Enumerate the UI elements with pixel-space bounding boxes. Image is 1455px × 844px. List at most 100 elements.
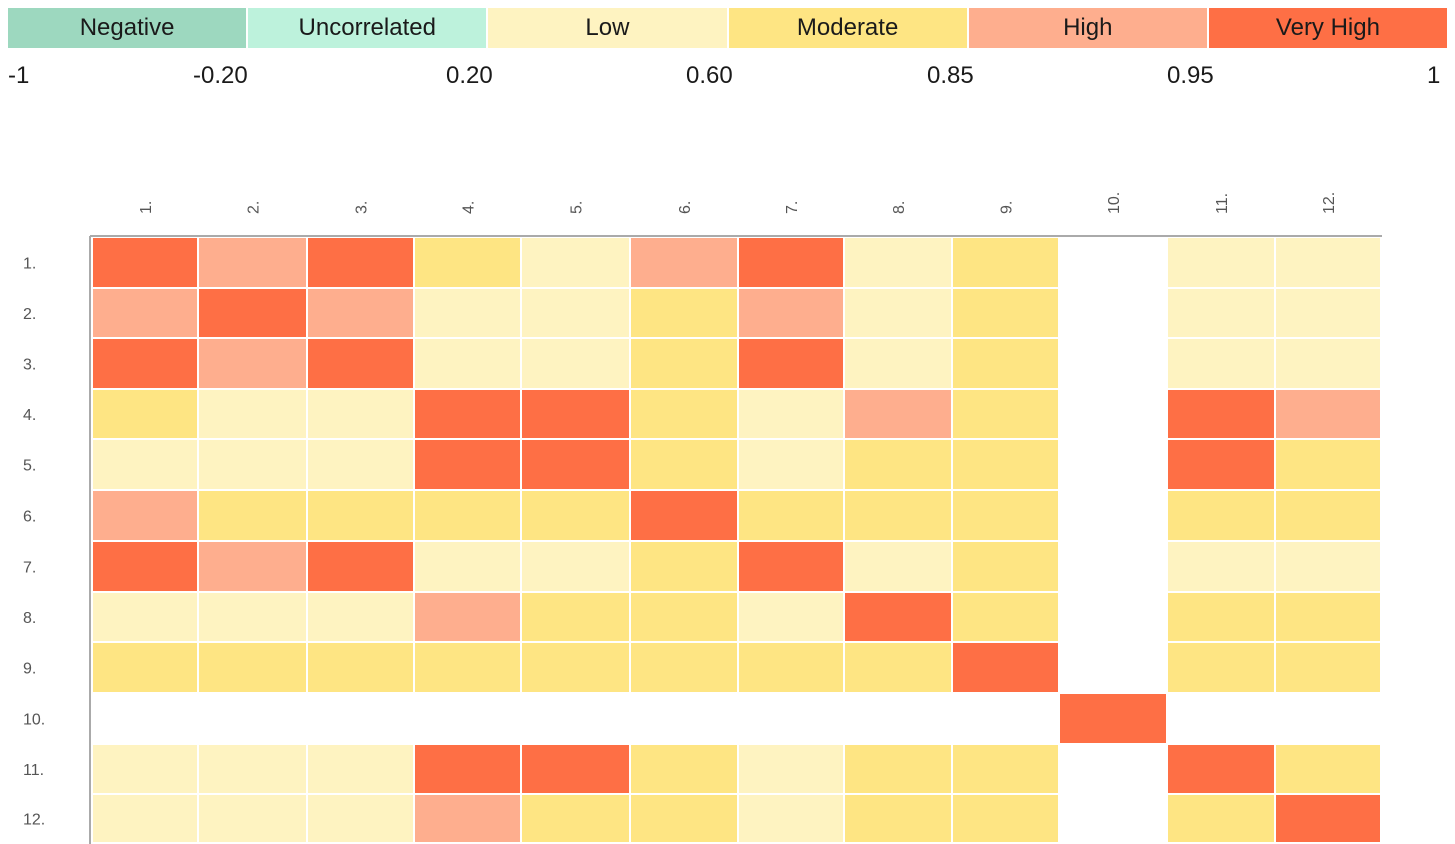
heatmap-cell	[199, 339, 306, 388]
heatmap-cell	[522, 542, 629, 591]
heatmap-cell	[522, 795, 629, 842]
heatmap-cell	[1168, 339, 1274, 388]
heatmap-cell	[522, 491, 629, 540]
heatmap-cell	[93, 238, 197, 287]
heatmap-cell	[1276, 643, 1380, 692]
heatmap-cell	[308, 440, 413, 489]
row-label: 11.	[23, 762, 44, 779]
heatmap-cell	[1168, 390, 1274, 438]
heatmap-cell	[308, 390, 413, 438]
heatmap-cell	[1168, 795, 1274, 842]
heatmap-cell	[415, 289, 520, 337]
heatmap-cell	[845, 238, 951, 287]
heatmap-cell	[415, 440, 520, 489]
heatmap-cell	[631, 795, 737, 842]
heatmap-cell	[308, 491, 413, 540]
heatmap-cell	[845, 593, 951, 641]
row-label: 12.	[23, 812, 45, 829]
heatmap-cell	[1168, 745, 1274, 793]
heatmap-cell	[953, 390, 1058, 438]
column-label: 5.	[569, 201, 586, 214]
heatmap-cell	[522, 745, 629, 793]
heatmap-cell	[199, 593, 306, 641]
heatmap-cell	[953, 440, 1058, 489]
heatmap-cell	[739, 289, 843, 337]
legend-tick-label: -1	[8, 62, 30, 89]
heatmap-cell	[845, 542, 951, 591]
heatmap-cell	[631, 542, 737, 591]
heatmap-cell	[1276, 593, 1380, 641]
heatmap-cell	[93, 440, 197, 489]
row-label: 2.	[23, 306, 36, 323]
heatmap-cell	[739, 390, 843, 438]
heatmap-cell	[845, 339, 951, 388]
row-label: 7.	[23, 560, 36, 577]
column-label: 9.	[999, 201, 1016, 214]
heatmap-cell	[739, 593, 843, 641]
heatmap-cell	[93, 289, 197, 337]
heatmap-cell	[845, 745, 951, 793]
heatmap-cell	[522, 390, 629, 438]
heatmap-cell	[631, 238, 737, 287]
heatmap-cell	[93, 745, 197, 793]
heatmap-cell	[522, 289, 629, 337]
heatmap-cell	[739, 795, 843, 842]
heatmap-cell	[1168, 542, 1274, 591]
legend-segment-uncorrelated: Uncorrelated	[248, 8, 489, 48]
legend-tick-label: 0.20	[446, 62, 493, 89]
heatmap-cell	[415, 542, 520, 591]
heatmap-cell	[199, 491, 306, 540]
heatmap-cell	[953, 643, 1058, 692]
heatmap-cell	[415, 238, 520, 287]
heatmap-cell	[522, 440, 629, 489]
heatmap-cell	[1276, 289, 1380, 337]
heatmap-cell	[308, 745, 413, 793]
heatmap-cell	[1276, 390, 1380, 438]
heatmap-cell	[953, 745, 1058, 793]
heatmap-cell	[415, 390, 520, 438]
heatmap-cell	[522, 593, 629, 641]
legend-tick-label: 1	[1427, 62, 1441, 89]
heatmap-cell	[93, 542, 197, 591]
row-label: 4.	[23, 407, 36, 424]
heatmap-cell	[308, 795, 413, 842]
heatmap-cell	[1168, 643, 1274, 692]
heatmap-cell	[845, 643, 951, 692]
heatmap-cell	[522, 238, 629, 287]
heatmap-cell	[739, 745, 843, 793]
heatmap-cell	[739, 440, 843, 489]
heatmap-cell	[93, 390, 197, 438]
heatmap-cell	[953, 339, 1058, 388]
heatmap-cell	[1276, 440, 1380, 489]
column-label: 12.	[1321, 192, 1338, 214]
heatmap-cell	[1276, 491, 1380, 540]
heatmap-cell	[1168, 491, 1274, 540]
heatmap-cell	[522, 339, 629, 388]
heatmap-cell	[415, 491, 520, 540]
heatmap-cell	[1168, 440, 1274, 489]
heatmap-cell	[739, 542, 843, 591]
heatmap-cell	[415, 795, 520, 842]
heatmap-cell	[631, 289, 737, 337]
correlation-legend-bar: Negative Uncorrelated Low Moderate High Very …	[8, 8, 1448, 48]
row-label: 6.	[23, 509, 36, 526]
heatmap-cell	[953, 238, 1058, 287]
column-label: 8.	[891, 201, 908, 214]
column-label: 4.	[461, 201, 478, 214]
legend-segment-negative: Negative	[8, 8, 249, 48]
heatmap-cell	[199, 440, 306, 489]
heatmap-cell	[1276, 238, 1380, 287]
row-label: 10.	[23, 712, 45, 729]
heatmap-cell	[199, 745, 306, 793]
heatmap-cell	[93, 593, 197, 641]
row-label: 5.	[23, 458, 36, 475]
heatmap-cell	[953, 795, 1058, 842]
heatmap-cell	[308, 643, 413, 692]
heatmap-cell	[522, 643, 629, 692]
legend-tick-label: 0.60	[686, 62, 733, 89]
heatmap-cell	[1276, 339, 1380, 388]
heatmap-cell	[93, 643, 197, 692]
column-label: 7.	[784, 201, 801, 214]
heatmap-cell	[631, 390, 737, 438]
